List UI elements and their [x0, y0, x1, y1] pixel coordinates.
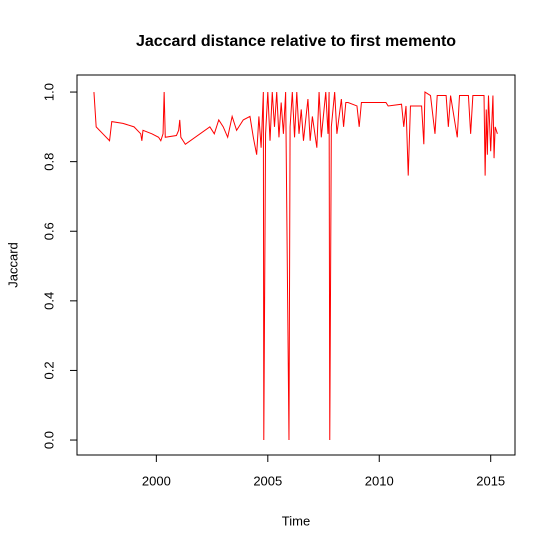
x-tick-label: 2005 [253, 473, 282, 488]
x-tick-label: 2015 [476, 473, 505, 488]
chart-title: Jaccard distance relative to first memen… [136, 33, 456, 50]
y-axis-label: Jaccard [5, 242, 20, 288]
data-line [93, 91, 498, 441]
x-axis-label: Time [282, 513, 310, 528]
x-tick-label: 2000 [142, 473, 171, 488]
y-tick-label: 0.2 [41, 361, 56, 379]
y-tick-label: 0.4 [41, 292, 56, 310]
y-tick-label: 0.0 [41, 431, 56, 449]
plot-frame [76, 74, 516, 456]
y-tick-label: 0.6 [41, 222, 56, 240]
y-tick-label: 0.8 [41, 153, 56, 171]
x-tick-label: 2010 [365, 473, 394, 488]
y-tick-label: 1.0 [41, 83, 56, 101]
